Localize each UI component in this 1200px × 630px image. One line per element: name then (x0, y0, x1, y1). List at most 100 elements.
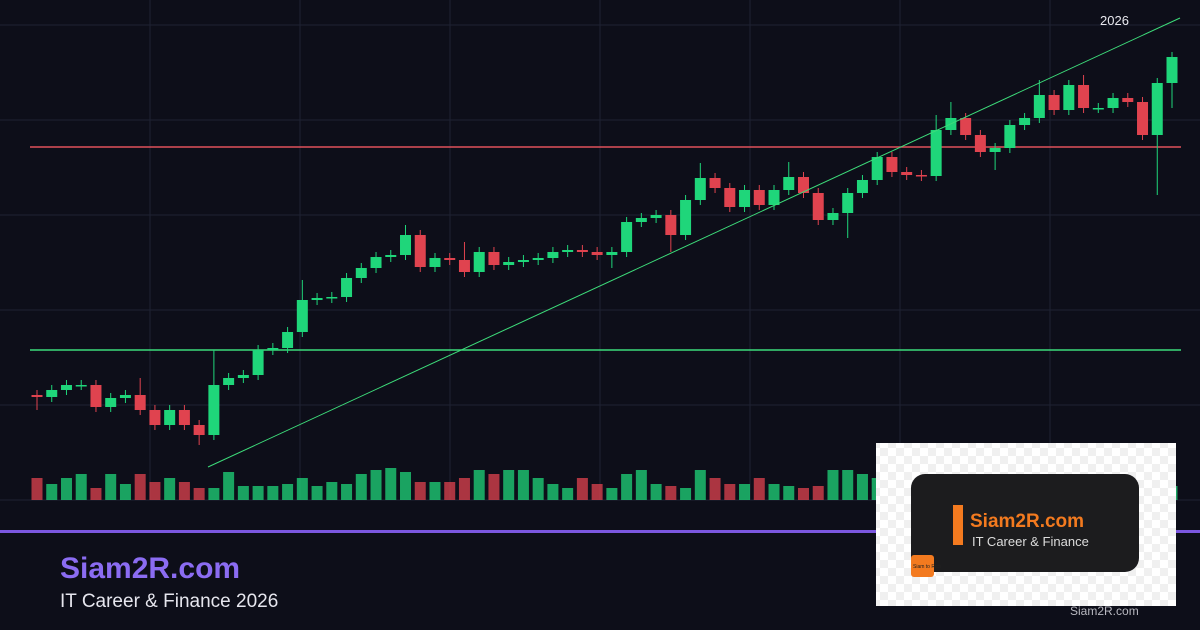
volume-bar (709, 478, 721, 500)
candle-body (989, 148, 1001, 152)
candle-body (252, 350, 264, 375)
volume-bar (488, 474, 500, 500)
volume-bar (429, 482, 441, 500)
volume-bar (252, 486, 264, 500)
candle-body (724, 188, 736, 207)
volume-bar (164, 478, 176, 500)
volume-bar (90, 488, 102, 500)
candle-body (768, 190, 780, 205)
candle-body (1137, 102, 1149, 135)
volume-bar (635, 470, 647, 500)
volume-bar (739, 484, 751, 500)
volume-bar (444, 482, 456, 500)
volume-bar (694, 470, 706, 500)
candle-body (193, 425, 205, 435)
candle-body (1092, 108, 1104, 110)
logo-badge (911, 555, 934, 577)
volume-bar (193, 488, 205, 500)
volume-bar (591, 484, 603, 500)
candle-body (178, 410, 190, 425)
candle-body (311, 298, 323, 300)
candle-body (46, 390, 58, 397)
volume-bar (606, 488, 618, 500)
volume-bar (768, 484, 780, 500)
volume-bar (458, 478, 470, 500)
candle-body (842, 193, 854, 213)
volume-bar (370, 470, 382, 500)
candle-body (208, 385, 220, 435)
volume-bar (119, 484, 131, 500)
volume-bar (414, 482, 426, 500)
candle-body (739, 190, 751, 207)
volume-bar (31, 478, 43, 500)
volume-bar (812, 486, 824, 500)
volume-bar (105, 474, 117, 500)
candle-body (517, 260, 529, 262)
volume-bar (178, 482, 190, 500)
volume-bar (650, 484, 662, 500)
volume-bar (532, 478, 544, 500)
logo-bar (953, 505, 963, 545)
candle-body (1151, 83, 1163, 135)
volume-bar (753, 478, 765, 500)
volume-bar (75, 474, 87, 500)
volume-bar (576, 478, 588, 500)
candle-body (901, 172, 913, 175)
candle-body (414, 235, 426, 267)
volume-bar (400, 472, 412, 500)
volume-bar (724, 484, 736, 500)
volume-bar (267, 486, 279, 500)
candle-body (960, 118, 972, 135)
candle-body (134, 395, 146, 410)
volume-bar (208, 488, 220, 500)
candle-body (665, 215, 677, 235)
candle-body (282, 332, 294, 348)
volume-bar (562, 488, 574, 500)
volume-bar (680, 488, 692, 500)
candle-body (355, 268, 367, 278)
candle-body (1033, 95, 1045, 118)
candle-body (75, 385, 87, 387)
candle-body (149, 410, 161, 425)
candle-body (709, 178, 721, 188)
candle-body (1004, 125, 1016, 148)
volume-bar (547, 484, 559, 500)
candle-body (1078, 85, 1090, 108)
volume-bar (326, 482, 338, 500)
volume-bar (385, 468, 397, 500)
trend-line (207, 17, 1181, 468)
candle-body (400, 235, 412, 255)
candle-body (606, 252, 618, 255)
volume-bar (517, 470, 529, 500)
candle-body (591, 252, 603, 255)
volume-bar (149, 482, 161, 500)
candle-body (680, 200, 692, 235)
candle-body (1019, 118, 1031, 125)
grid (0, 0, 1200, 501)
candle-body (237, 375, 249, 378)
candle-body (576, 250, 588, 252)
volume-bar (282, 484, 294, 500)
candle-body (974, 135, 986, 152)
divider (0, 530, 1200, 533)
year-label: 2026 (1100, 13, 1129, 28)
logo-inset: Siam2R.com IT Career & Finance Siam to R… (876, 443, 1176, 618)
candle-body (119, 395, 131, 398)
candle-body (635, 218, 647, 222)
candle-body (621, 222, 633, 252)
candle-body (326, 297, 338, 299)
candle-body (488, 252, 500, 265)
candle-body (562, 250, 574, 252)
candle-body (547, 252, 559, 258)
candle-body (90, 385, 102, 407)
candle-body (458, 260, 470, 272)
candle-body (341, 278, 353, 297)
candle-body (856, 180, 868, 193)
candle-body (797, 177, 809, 193)
candle-body (871, 157, 883, 180)
volume-bar (842, 470, 854, 500)
volume-bar (797, 488, 809, 500)
volume-bar (311, 486, 323, 500)
candle-body (694, 178, 706, 200)
